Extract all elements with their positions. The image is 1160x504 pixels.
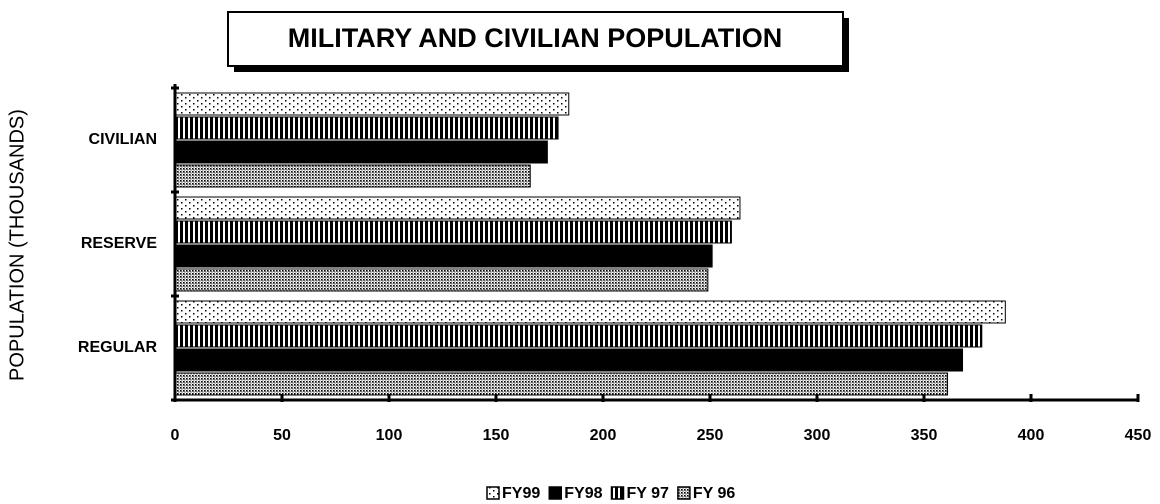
x-tick-label: 450	[1125, 427, 1152, 444]
bar	[174, 372, 949, 396]
bar	[174, 244, 713, 268]
x-tick-label: 200	[590, 427, 617, 444]
x-tick-label: 300	[804, 427, 831, 444]
legend-label: FY98	[564, 485, 602, 502]
category-label: CIVILIAN	[89, 131, 157, 148]
legend-label: FY 96	[693, 485, 736, 502]
legend-label: FY 97	[627, 485, 670, 502]
legend-swatch	[548, 486, 562, 500]
x-tick-label: 350	[911, 427, 938, 444]
bar	[174, 140, 548, 164]
legend-swatch	[610, 486, 625, 500]
bar	[174, 92, 570, 116]
chart-title: MILITARY AND CIVILIAN POPULATION	[288, 23, 783, 53]
legend-swatch	[677, 486, 691, 500]
legend: FY99 FY98 FY 97 FY 96	[486, 485, 736, 502]
legend-swatch	[486, 486, 500, 500]
y-axis-label: POPULATION (THOUSANDS)	[6, 109, 28, 381]
bar	[174, 164, 531, 188]
bar	[174, 324, 983, 348]
bar	[174, 220, 732, 244]
x-tick-label: 150	[483, 427, 510, 444]
bar	[174, 268, 709, 292]
x-tick-label: 400	[1018, 427, 1045, 444]
bar	[174, 348, 964, 372]
category-label: RESERVE	[81, 235, 158, 252]
x-tick-label: 250	[697, 427, 724, 444]
bar	[174, 196, 741, 220]
title-box	[227, 11, 844, 67]
bar	[174, 300, 1006, 324]
bar	[174, 116, 559, 140]
x-tick-label: 0	[171, 427, 180, 444]
legend-label: FY99	[502, 485, 540, 502]
category-label: REGULAR	[78, 339, 158, 356]
x-tick-label: 100	[376, 427, 403, 444]
x-tick-label: 50	[273, 427, 291, 444]
